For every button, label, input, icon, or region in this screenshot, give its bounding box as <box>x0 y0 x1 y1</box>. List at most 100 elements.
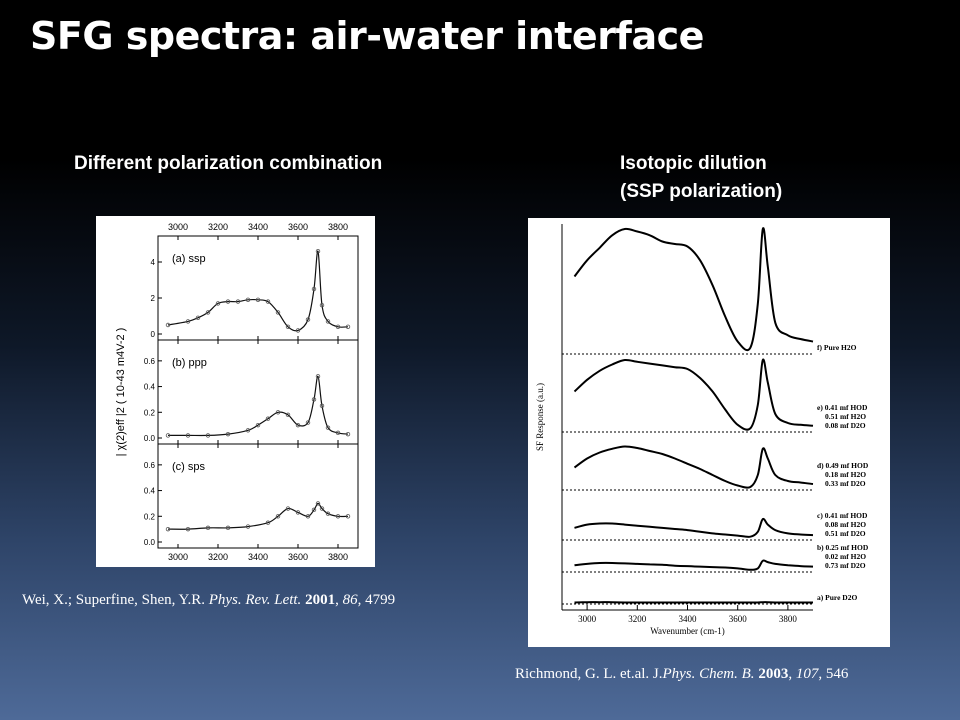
polarization-figure: 3000 3200 3400 3600 3800 0 2 4 (a) ssp 0.0 0.2 0.4 0… <box>96 216 375 579</box>
x-tick-label-2: 3400 <box>679 614 698 624</box>
panel-0-label: (a) ssp <box>172 253 206 265</box>
series-1-label-line-1: 0.51 mf H2O <box>825 412 866 421</box>
panel-1-y-tick-label-2: 0.4 <box>144 383 156 392</box>
x-tick-label-0: 3000 <box>578 614 597 624</box>
panel-0-y-tick-label-1: 2 <box>151 294 156 303</box>
series-4-line <box>574 559 814 571</box>
series-3-label-line-2: 0.51 mf D2O <box>825 529 866 538</box>
panel-2-data-point <box>225 525 231 531</box>
panel-0-data-point <box>345 324 351 329</box>
series-4-label-line-0: b) 0.25 mf HOD <box>817 543 869 552</box>
citation-right-volume: 107 <box>795 666 819 682</box>
citation-left-year: 2001 <box>305 592 336 608</box>
panel-2-y-tick-label-2: 0.4 <box>144 487 156 496</box>
panel-0-data-point <box>215 301 221 306</box>
panel-1-data-point <box>205 433 211 438</box>
panel-1-data-point <box>315 374 321 379</box>
panel-1-data-point <box>335 430 341 436</box>
series-2-line <box>573 445 814 489</box>
citation-right-page: 546 <box>825 666 849 682</box>
x-tick-label-4: 3800 <box>779 614 798 624</box>
panel-2-data-point <box>265 520 271 525</box>
x-axis-label: Wavenumber (cm-1) <box>650 626 725 636</box>
top-x-tick-label-0: 3000 <box>168 222 188 232</box>
top-x-tick-label-2: 3400 <box>248 222 268 232</box>
panel-1-data-point <box>305 420 311 425</box>
series-1-label-line-2: 0.08 mf D2O <box>825 421 866 430</box>
panel-1-y-tick-label-3: 0.6 <box>144 357 156 366</box>
citation-right-year: 2003 <box>758 666 789 682</box>
panel-1-label: (b) ppp <box>172 357 207 369</box>
bottom-x-tick-label-4: 3800 <box>328 552 348 562</box>
polarization-chart: 3000 3200 3400 3600 3800 0 2 4 (a) ssp 0.0 0.2 0.4 0… <box>115 222 359 579</box>
x-tick-label-3: 3600 <box>729 614 748 624</box>
panel-1-data-point <box>311 397 317 402</box>
panel-2-data-point <box>345 514 351 519</box>
panel-0-data-point <box>265 299 271 304</box>
panel-2-data-point <box>275 514 281 519</box>
x-tick-label-1: 3200 <box>628 614 647 624</box>
panel-0-data-point <box>295 328 301 333</box>
panel-1-data-point <box>255 422 261 428</box>
panel-0-data-point <box>285 324 291 329</box>
panel-0-data-point <box>205 310 211 315</box>
panel-0-data-point <box>275 310 281 315</box>
panel-2-data-point <box>319 506 325 511</box>
panel-0-data-point <box>185 319 191 324</box>
panel-1-data-point <box>295 422 301 428</box>
right-heading-line2: (SSP polarization) <box>620 181 783 202</box>
panel-frame-0 <box>157 235 359 341</box>
panel-2-data-point <box>295 510 301 515</box>
citation-left-page: 4799 <box>365 592 396 608</box>
top-x-tick-label-1: 3200 <box>208 222 228 232</box>
panel-1-data-point <box>325 425 331 430</box>
panel-0-data-point <box>255 297 261 302</box>
panel-2-data-point <box>165 526 171 532</box>
panel-0-data-point <box>165 322 171 328</box>
panel-frame-2 <box>157 443 359 549</box>
isotopic-dilution-chart: 3000 3200 3400 3600 3800 Wavenumber (cm-1) SF … <box>535 224 869 636</box>
panel-1-fit-curve <box>167 375 349 437</box>
top-x-tick-label-3: 3600 <box>288 222 308 232</box>
series-2-label-line-0: d) 0.49 mf HOD <box>817 461 869 470</box>
panel-2-y-tick-label-3: 0.6 <box>144 461 156 470</box>
series-5-label-line-0: a) Pure D2O <box>817 593 857 602</box>
panel-1-data-point <box>165 433 171 438</box>
panel-0-data-point <box>319 302 325 308</box>
series-4-label-line-2: 0.73 mf D2O <box>825 561 866 570</box>
panel-1-data-point <box>245 428 251 433</box>
panel-0-y-tick-label-0: 0 <box>151 330 156 339</box>
series-2-label-line-2: 0.33 mf D2O <box>825 479 866 488</box>
series-0-line <box>573 227 814 352</box>
panel-1-data-point <box>275 410 281 415</box>
y-axis-label: SF Response (a.u.) <box>535 383 545 451</box>
citation-left-journal: Phys. Rev. Lett. <box>208 592 302 608</box>
series-3-line <box>574 517 814 538</box>
panel-1-data-point <box>345 431 351 437</box>
panel-2-data-point <box>325 511 331 516</box>
right-heading-line1: Isotopic dilution <box>620 153 767 174</box>
panel-1-y-tick-label-0: 0.0 <box>144 434 156 443</box>
panel-2-data-point <box>311 507 317 513</box>
citation-right-authors: Richmond, G. L. et.al. J. <box>515 666 663 682</box>
panel-0-data-point <box>305 317 311 322</box>
panel-2-data-point <box>335 514 341 519</box>
bottom-x-tick-label-0: 3000 <box>168 552 188 562</box>
bottom-x-tick-label-3: 3600 <box>288 552 308 562</box>
series-1-line <box>573 358 814 431</box>
panel-2-data-point <box>305 514 311 519</box>
panel-0-fit-curve <box>167 250 349 332</box>
panel-1-data-point <box>319 403 325 409</box>
series-3-label-line-0: c) 0.41 mf HOD <box>817 511 868 520</box>
panel-0-data-point <box>235 299 241 304</box>
panel-2-y-tick-label-0: 0.0 <box>144 538 156 547</box>
panel-0-data-point <box>245 297 251 302</box>
left-heading: Different polarization combination <box>74 153 383 174</box>
panel-2-fit-curve <box>167 502 349 530</box>
citation-left-volume: 86 <box>342 592 358 608</box>
y-axis-label: | χ(2)eff |2 ( 10-43 m4V-2 ) <box>115 328 127 457</box>
panel-0-data-point <box>315 249 321 254</box>
panel-1-data-point <box>265 416 271 421</box>
panel-2-data-point <box>315 501 321 506</box>
panel-0-data-point <box>195 315 201 320</box>
